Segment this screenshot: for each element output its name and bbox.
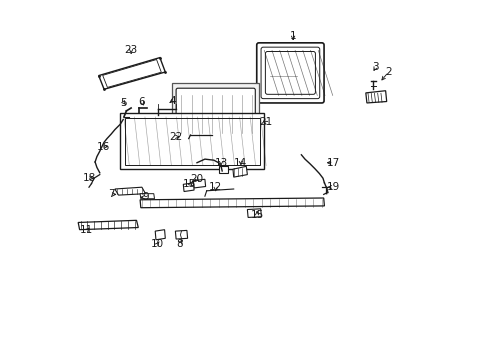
Text: 19: 19 [326,182,340,192]
Text: 20: 20 [190,174,203,184]
Polygon shape [78,220,138,230]
FancyBboxPatch shape [256,43,324,103]
Text: 9: 9 [142,192,148,202]
Polygon shape [365,91,386,103]
Polygon shape [175,230,187,239]
Text: 8: 8 [176,239,183,249]
Text: 15: 15 [183,179,196,189]
Text: 23: 23 [124,45,138,55]
Text: 4: 4 [169,96,176,106]
Text: 18: 18 [82,173,96,183]
Polygon shape [247,209,261,217]
Text: 3: 3 [372,62,378,72]
Text: 22: 22 [168,132,182,142]
Polygon shape [99,58,165,89]
FancyBboxPatch shape [218,166,227,173]
Text: 12: 12 [209,182,222,192]
Polygon shape [183,183,194,192]
Text: 10: 10 [150,239,163,249]
Polygon shape [232,166,247,177]
Text: 5: 5 [121,98,127,108]
FancyBboxPatch shape [176,88,255,139]
Polygon shape [140,198,324,208]
Text: 13: 13 [214,158,227,168]
Polygon shape [115,187,145,195]
Text: 17: 17 [326,158,340,168]
Polygon shape [193,179,205,188]
Text: 1: 1 [289,31,296,41]
FancyBboxPatch shape [172,83,258,146]
Text: 7: 7 [108,189,114,199]
Text: 14: 14 [234,158,247,168]
Polygon shape [155,230,165,240]
Text: 15: 15 [250,210,263,220]
Text: 16: 16 [97,141,110,152]
Text: 21: 21 [259,117,272,127]
Text: 11: 11 [80,225,93,235]
FancyBboxPatch shape [120,113,264,169]
Text: 6: 6 [138,96,145,107]
Polygon shape [140,194,154,199]
Text: 2: 2 [385,67,391,77]
